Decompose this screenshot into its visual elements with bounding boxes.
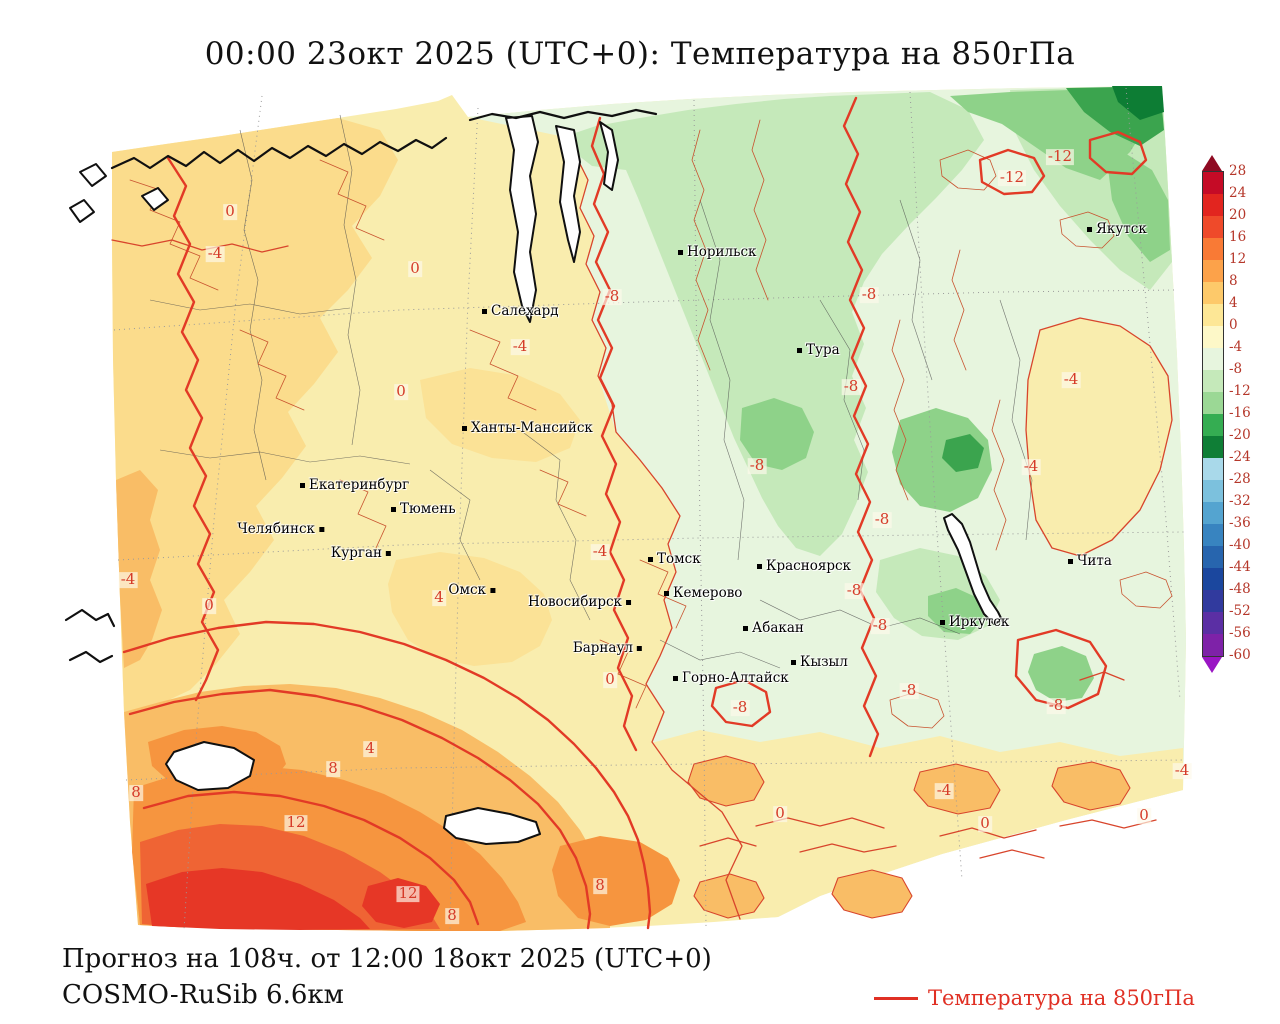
island (69, 199, 95, 223)
page-title: 00:00 23окт 2025 (UTC+0): Температура на… (204, 36, 1076, 72)
colorbar-cell (1202, 524, 1224, 546)
lake-west (165, 741, 255, 791)
ob-bay (505, 115, 539, 323)
temperature-fill-regions (112, 86, 1186, 931)
colorbar-value: 20 (1229, 207, 1247, 223)
colorbar-value: -4 (1229, 339, 1243, 355)
colorbar-cell (1202, 568, 1224, 590)
colorbar-cells (1202, 171, 1224, 657)
colorbar-cell (1202, 348, 1224, 370)
graticule-lines (113, 87, 1185, 931)
colorbar-cell (1202, 260, 1224, 282)
forecast-info: Прогноз на 108ч. от 12:00 18окт 2025 (UT… (62, 944, 712, 974)
colorbar-value: 8 (1229, 273, 1238, 289)
island (141, 187, 169, 211)
colorbar-value: -12 (1229, 383, 1251, 399)
map-legend: Температура на 850гПа (874, 986, 1195, 1010)
taz-bay (555, 125, 581, 263)
colorbar-cell (1202, 326, 1224, 348)
colorbar-cell (1202, 590, 1224, 612)
colorbar-value: -44 (1229, 559, 1251, 575)
colorbar-value: -20 (1229, 427, 1251, 443)
colorbar-cell (1202, 216, 1224, 238)
colorbar-cell (1202, 238, 1224, 260)
colorbar-value: -36 (1229, 515, 1251, 531)
colorbar-value: -48 (1229, 581, 1251, 597)
yenisei-estuary (599, 121, 619, 191)
colorbar-value: -16 (1229, 405, 1251, 421)
colorbar-cell (1202, 612, 1224, 634)
colorbar-cell (1202, 458, 1224, 480)
colorbar-cell (1202, 480, 1224, 502)
colorbar-value: -40 (1229, 537, 1251, 553)
colorbar-cell (1202, 370, 1224, 392)
colorbar-cell (1202, 392, 1224, 414)
colorbar-cell (1202, 634, 1224, 656)
colorbar-value: -60 (1229, 647, 1251, 663)
lake-baikal (943, 513, 1003, 625)
colorbar-value: 0 (1229, 317, 1238, 333)
colorbar-value: -28 (1229, 471, 1251, 487)
colorbar-value: -8 (1229, 361, 1243, 377)
colorbar-cell (1202, 436, 1224, 458)
colorbar-value: 24 (1229, 185, 1247, 201)
colorbar-arrow-top (1202, 155, 1222, 171)
colorbar-cell (1202, 172, 1224, 194)
colorbar-arrow-bottom (1202, 657, 1222, 673)
coastlines-and-lakes (64, 108, 1003, 845)
colorbar-value: 28 (1229, 163, 1247, 179)
colorbar-cell (1202, 502, 1224, 524)
temperature-contour-lines (111, 96, 1173, 930)
colorbar-value: -24 (1229, 449, 1251, 465)
colorbar-cell (1202, 194, 1224, 216)
colorbar-cell (1202, 282, 1224, 304)
colorbar-cell (1202, 304, 1224, 326)
colorbar-value: -32 (1229, 493, 1251, 509)
colorbar-value: 4 (1229, 295, 1238, 311)
colorbar-value: 12 (1229, 251, 1247, 267)
colorbar-value: 16 (1229, 229, 1247, 245)
temperature-colorbar: 28 24 20 16 12 8 4 0 -4 -8 -12 -16 -20 -24 -28 -32 -36 -4… (1202, 155, 1272, 673)
admin-boundaries (149, 114, 1033, 669)
legend-label: Температура на 850гПа (928, 986, 1195, 1010)
island (79, 163, 107, 187)
colorbar-cell (1202, 546, 1224, 568)
lake-south (443, 807, 541, 845)
contour-line-sample (874, 996, 918, 1000)
model-info: COSMO-RuSib 6.6км (62, 980, 344, 1010)
colorbar-value: -56 (1229, 625, 1251, 641)
colorbar-value: -52 (1229, 603, 1251, 619)
colorbar-cell (1202, 414, 1224, 436)
